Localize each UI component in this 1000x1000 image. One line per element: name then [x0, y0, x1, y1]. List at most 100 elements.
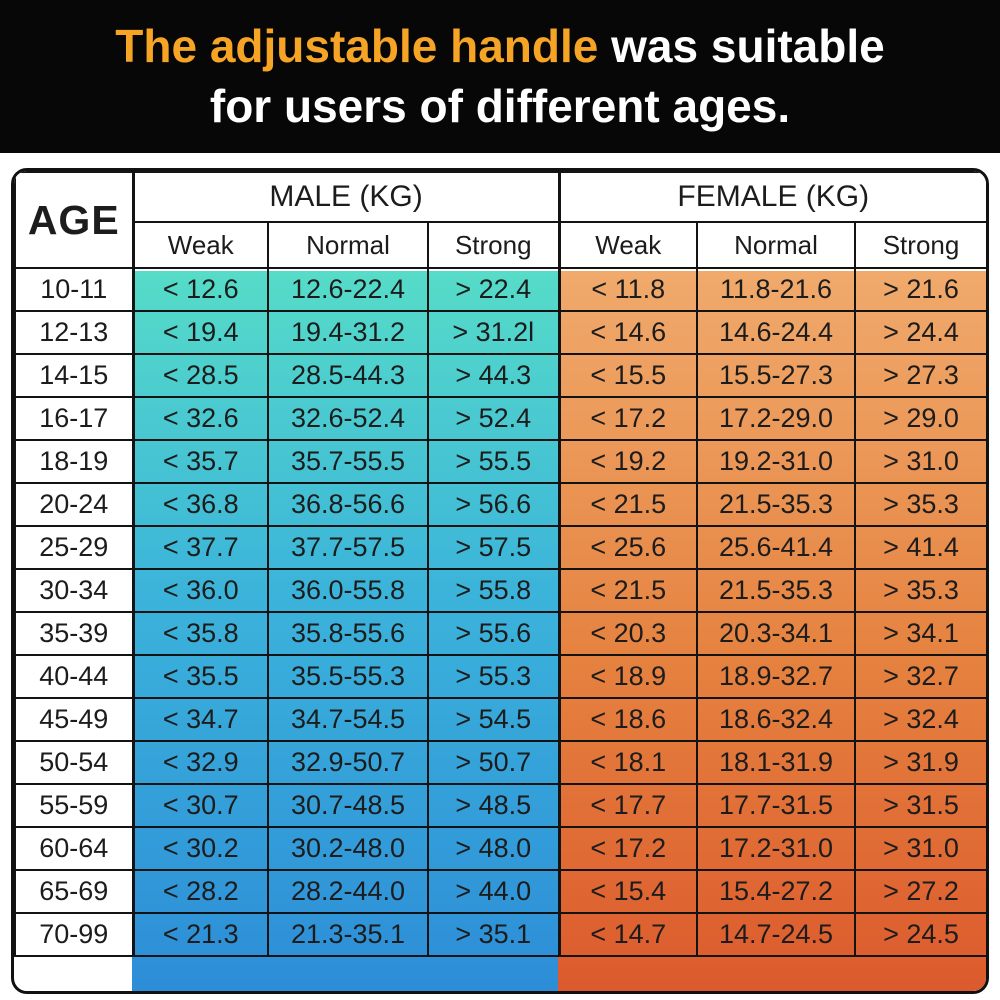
- male-value-cell: > 55.3: [426, 654, 561, 699]
- male-value-cell: > 31.2l: [426, 310, 561, 355]
- table-row: 14-15 < 28.5 28.5-44.3 > 44.3 < 15.5 15.5-27.…: [14, 353, 986, 398]
- male-value-cell: > 22.4: [426, 267, 561, 312]
- male-value-cell: < 28.5: [131, 353, 269, 398]
- age-cell: 18-19: [14, 439, 134, 484]
- female-value-cell: < 15.5: [557, 353, 699, 398]
- table-row: 50-54 < 32.9 32.9-50.7 > 50.7 < 18.1 18.1-31.…: [14, 740, 986, 785]
- male-value-cell: < 32.9: [131, 740, 269, 785]
- table-row: 40-44 < 35.5 35.5-55.3 > 55.3 < 18.9 18.9-32.…: [14, 654, 986, 699]
- female-value-cell: < 11.8: [557, 267, 699, 312]
- title-line-1: The adjustable handle was suitable: [115, 17, 884, 77]
- male-value-cell: 19.4-31.2: [267, 310, 429, 355]
- female-value-cell: < 15.4: [557, 869, 699, 914]
- female-value-cell: < 18.1: [557, 740, 699, 785]
- female-strong-header: Strong: [854, 221, 986, 269]
- male-value-cell: < 30.2: [131, 826, 269, 871]
- male-strong-header: Strong: [426, 221, 561, 269]
- male-value-cell: < 34.7: [131, 697, 269, 742]
- female-value-cell: > 31.0: [854, 826, 986, 871]
- male-value-cell: > 54.5: [426, 697, 561, 742]
- age-cell: 50-54: [14, 740, 134, 785]
- table-row: 25-29 < 37.7 37.7-57.5 > 57.5 < 25.6 25.6-41.…: [14, 525, 986, 570]
- male-value-cell: > 56.6: [426, 482, 561, 527]
- age-cell: 65-69: [14, 869, 134, 914]
- female-value-cell: 21.5-35.3: [696, 568, 857, 613]
- male-value-cell: 30.7-48.5: [267, 783, 429, 828]
- female-value-cell: > 29.0: [854, 396, 986, 441]
- female-value-cell: 15.5-27.3: [696, 353, 857, 398]
- age-column-header: AGE: [14, 171, 134, 269]
- title-banner: The adjustable handle was suitable for u…: [0, 0, 1000, 153]
- male-value-cell: 28.5-44.3: [267, 353, 429, 398]
- male-value-cell: 36.0-55.8: [267, 568, 429, 613]
- table-body: 10-11 < 12.6 12.6-22.4 > 22.4 < 11.8 11.8-21.…: [14, 267, 986, 957]
- female-value-cell: 14.7-24.5: [696, 912, 857, 957]
- female-value-cell: > 35.3: [854, 482, 986, 527]
- male-weak-header: Weak: [131, 221, 269, 269]
- female-value-cell: < 17.2: [557, 396, 699, 441]
- female-value-cell: < 18.6: [557, 697, 699, 742]
- female-value-cell: < 19.2: [557, 439, 699, 484]
- male-value-cell: < 30.7: [131, 783, 269, 828]
- male-group-header: MALE (KG): [131, 171, 561, 223]
- female-value-cell: > 32.4: [854, 697, 986, 742]
- title-line-2: for users of different ages.: [209, 79, 791, 132]
- male-value-cell: < 35.8: [131, 611, 269, 656]
- male-value-cell: < 32.6: [131, 396, 269, 441]
- male-value-cell: > 44.0: [426, 869, 561, 914]
- table-header: AGE MALE (KG) FEMALE (KG) Weak Normal St…: [14, 171, 986, 269]
- table-row: 55-59 < 30.7 30.7-48.5 > 48.5 < 17.7 17.7-31.…: [14, 783, 986, 828]
- female-value-cell: > 41.4: [854, 525, 986, 570]
- female-value-cell: < 21.5: [557, 568, 699, 613]
- male-value-cell: > 52.4: [426, 396, 561, 441]
- age-cell: 60-64: [14, 826, 134, 871]
- female-value-cell: < 21.5: [557, 482, 699, 527]
- age-cell: 14-15: [14, 353, 134, 398]
- female-value-cell: 17.2-29.0: [696, 396, 857, 441]
- table-row: 12-13 < 19.4 19.4-31.2 > 31.2l < 14.6 14.6-24…: [14, 310, 986, 355]
- male-value-cell: < 28.2: [131, 869, 269, 914]
- female-value-cell: 25.6-41.4: [696, 525, 857, 570]
- female-value-cell: < 17.7: [557, 783, 699, 828]
- table-row: 60-64 < 30.2 30.2-48.0 > 48.0 < 17.2 17.2-31.…: [14, 826, 986, 871]
- male-value-cell: < 36.8: [131, 482, 269, 527]
- male-value-cell: 37.7-57.5: [267, 525, 429, 570]
- male-value-cell: > 50.7: [426, 740, 561, 785]
- male-value-cell: > 55.5: [426, 439, 561, 484]
- female-value-cell: > 24.5: [854, 912, 986, 957]
- female-value-cell: 17.7-31.5: [696, 783, 857, 828]
- age-cell: 30-34: [14, 568, 134, 613]
- table-row: 10-11 < 12.6 12.6-22.4 > 22.4 < 11.8 11.8-21.…: [14, 267, 986, 312]
- strength-table: AGE MALE (KG) FEMALE (KG) Weak Normal St…: [14, 171, 986, 957]
- strength-table-container: AGE MALE (KG) FEMALE (KG) Weak Normal St…: [11, 168, 989, 994]
- age-cell: 55-59: [14, 783, 134, 828]
- female-value-cell: > 32.7: [854, 654, 986, 699]
- female-group-header: FEMALE (KG): [557, 171, 986, 223]
- male-value-cell: < 35.5: [131, 654, 269, 699]
- age-cell: 12-13: [14, 310, 134, 355]
- female-value-cell: 20.3-34.1: [696, 611, 857, 656]
- male-value-cell: > 35.1: [426, 912, 561, 957]
- female-weak-header: Weak: [557, 221, 699, 269]
- male-value-cell: 30.2-48.0: [267, 826, 429, 871]
- female-value-cell: < 25.6: [557, 525, 699, 570]
- male-value-cell: > 57.5: [426, 525, 561, 570]
- female-value-cell: > 31.0: [854, 439, 986, 484]
- age-cell: 35-39: [14, 611, 134, 656]
- female-value-cell: 19.2-31.0: [696, 439, 857, 484]
- male-value-cell: 28.2-44.0: [267, 869, 429, 914]
- female-value-cell: > 35.3: [854, 568, 986, 613]
- female-value-cell: > 31.9: [854, 740, 986, 785]
- male-value-cell: > 55.6: [426, 611, 561, 656]
- age-cell: 45-49: [14, 697, 134, 742]
- female-normal-header: Normal: [696, 221, 857, 269]
- male-value-cell: 35.8-55.6: [267, 611, 429, 656]
- male-normal-header: Normal: [267, 221, 429, 269]
- female-value-cell: < 18.9: [557, 654, 699, 699]
- female-value-cell: > 21.6: [854, 267, 986, 312]
- male-value-cell: 12.6-22.4: [267, 267, 429, 312]
- table-row: 20-24 < 36.8 36.8-56.6 > 56.6 < 21.5 21.5-35.…: [14, 482, 986, 527]
- female-value-cell: > 31.5: [854, 783, 986, 828]
- male-value-cell: > 48.0: [426, 826, 561, 871]
- male-value-cell: < 36.0: [131, 568, 269, 613]
